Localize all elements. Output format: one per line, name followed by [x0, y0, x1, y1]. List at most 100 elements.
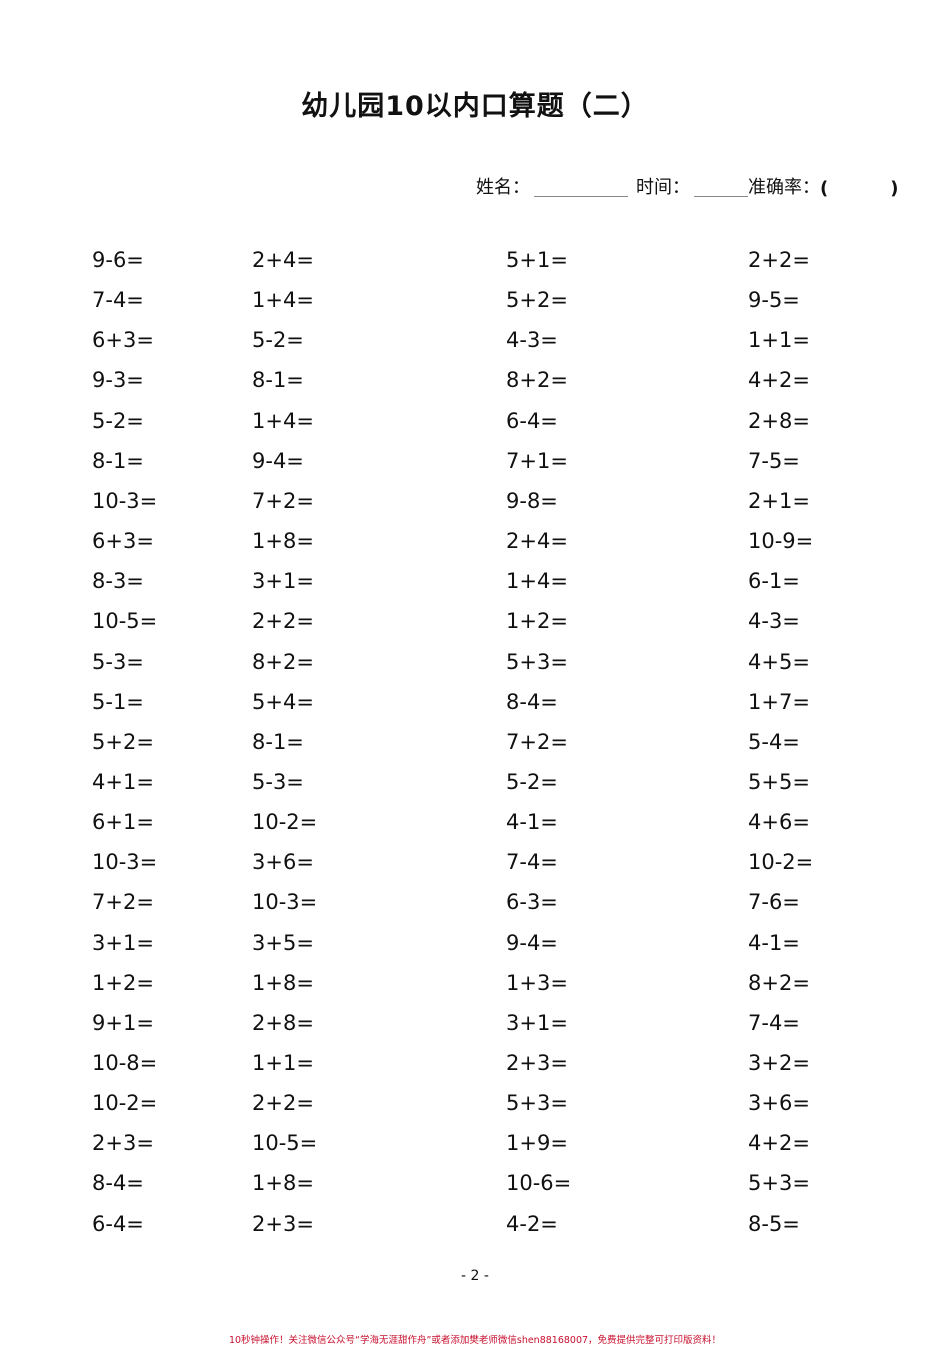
problem-row: 6+1= 10-2= 4-1= 4+6=	[0, 810, 950, 850]
problem: 5+2=	[92, 729, 154, 754]
problem-row: 5+2= 8-1= 7+2= 5-4=	[0, 730, 950, 770]
problem: 8-1=	[92, 448, 144, 473]
problem: 5-1=	[92, 689, 144, 714]
problem: 10-3=	[92, 488, 158, 513]
problem: 10-2=	[748, 850, 814, 875]
problem: 5-4=	[748, 729, 800, 754]
problem: 5-3=	[92, 649, 144, 674]
problem: 6-4=	[506, 408, 558, 433]
problem: 5+5=	[748, 769, 810, 794]
problem-row: 5-2= 1+4= 6-4= 2+8=	[0, 409, 950, 449]
problem-row: 5-1= 5+4= 8-4= 1+7=	[0, 690, 950, 730]
problem: 8-1=	[252, 729, 304, 754]
problem: 9-4=	[252, 448, 304, 473]
problem: 8+2=	[252, 649, 314, 674]
problem-row: 8-3= 3+1= 1+4= 6-1=	[0, 569, 950, 609]
problem-row: 8-4= 1+8= 10-6= 5+3=	[0, 1171, 950, 1211]
problem-row: 10-8= 1+1= 2+3= 3+2=	[0, 1051, 950, 1091]
problem: 1+1=	[748, 328, 810, 353]
problem: 3+1=	[506, 1010, 568, 1035]
problem: 4+2=	[748, 368, 810, 393]
problem-row: 7-4= 1+4= 5+2= 9-5=	[0, 288, 950, 328]
problem: 8-1=	[252, 368, 304, 393]
problem: 3+6=	[748, 1091, 810, 1116]
problem-row: 4+1= 5-3= 5-2= 5+5=	[0, 770, 950, 810]
problem: 10-8=	[92, 1051, 158, 1075]
problem: 7-4=	[506, 850, 558, 875]
problem: 3+1=	[252, 569, 314, 594]
name-label: 姓名：	[476, 177, 530, 198]
problem: 1+4=	[252, 288, 314, 313]
problem: 10-3=	[92, 850, 158, 875]
problem: 4-3=	[506, 328, 558, 353]
problem: 6-1=	[748, 569, 800, 594]
problem: 5-2=	[92, 408, 144, 433]
problem: 5+2=	[506, 288, 568, 313]
problem: 7-6=	[748, 890, 800, 915]
problem: 2+3=	[252, 1211, 314, 1236]
problem: 1+8=	[252, 529, 314, 554]
problem-row: 10-3= 3+6= 7-4= 10-2=	[0, 850, 950, 890]
problem: 4+6=	[748, 810, 810, 835]
problem: 4-1=	[748, 930, 800, 955]
problem: 1+4=	[252, 408, 314, 433]
problem: 1+4=	[506, 569, 568, 594]
problem: 10-2=	[252, 810, 318, 835]
problem: 9-6=	[92, 248, 144, 272]
problem-row: 10-2= 2+2= 5+3= 3+6=	[0, 1091, 950, 1131]
page-number: - 2 -	[461, 1268, 489, 1284]
problem: 2+3=	[506, 1051, 568, 1075]
time-label: 时间：	[636, 177, 690, 198]
problem: 5+3=	[506, 649, 568, 674]
problem: 1+2=	[92, 970, 154, 995]
problem-row: 6-4= 2+3= 4-2= 8-5=	[0, 1212, 950, 1252]
problem: 1+1=	[252, 1051, 314, 1075]
problem: 1+8=	[252, 970, 314, 995]
problem: 8+2=	[506, 368, 568, 393]
problem: 2+2=	[748, 248, 810, 272]
accuracy-paren-close: )	[890, 178, 899, 199]
problem: 2+8=	[252, 1010, 314, 1035]
problem-row: 2+3= 10-5= 1+9= 4+2=	[0, 1131, 950, 1171]
problem: 1+2=	[506, 609, 568, 634]
problem: 5+4=	[252, 689, 314, 714]
problem: 7-5=	[748, 448, 800, 473]
name-blank	[534, 178, 628, 197]
problem-row: 7+2= 10-3= 6-3= 7-6=	[0, 890, 950, 930]
problem: 2+4=	[252, 248, 314, 272]
problem: 9-5=	[748, 288, 800, 313]
problem: 5+3=	[748, 1171, 810, 1196]
problem: 8+2=	[748, 970, 810, 995]
problem: 6+3=	[92, 328, 154, 353]
problem: 7+2=	[252, 488, 314, 513]
problem: 1+9=	[506, 1131, 568, 1156]
problem: 5-2=	[506, 769, 558, 794]
problem: 8-5=	[748, 1211, 800, 1236]
problem: 4+1=	[92, 769, 154, 794]
problem-row: 9-6= 2+4= 5+1= 2+2=	[0, 248, 950, 288]
problem: 6-3=	[506, 890, 558, 915]
problem-row: 6+3= 1+8= 2+4= 10-9=	[0, 529, 950, 569]
footer-note: 10秒钟操作！关注微信公众号“学海无涯甜作舟”或者添加樊老师微信shen8816…	[228, 1335, 722, 1346]
problem: 3+2=	[748, 1051, 810, 1075]
problem: 1+7=	[748, 689, 810, 714]
problem: 10-2=	[92, 1091, 158, 1116]
problem-row: 9+1= 2+8= 3+1= 7-4=	[0, 1011, 950, 1051]
problem: 2+4=	[506, 529, 568, 554]
problem: 5-2=	[252, 328, 304, 353]
problem: 4-1=	[506, 810, 558, 835]
problem-row: 5-3= 8+2= 5+3= 4+5=	[0, 650, 950, 690]
problem: 2+1=	[748, 488, 810, 513]
problem: 3+1=	[92, 930, 154, 955]
problem-row: 3+1= 3+5= 9-4= 4-1=	[0, 931, 950, 971]
problem-row: 8-1= 9-4= 7+1= 7-5=	[0, 449, 950, 489]
problem: 5-3=	[252, 769, 304, 794]
problem: 10-5=	[252, 1131, 318, 1156]
problem: 2+8=	[748, 408, 810, 433]
problem: 7+1=	[506, 448, 568, 473]
problem: 6+3=	[92, 529, 154, 554]
problem: 7+2=	[92, 890, 154, 915]
problem: 6+1=	[92, 810, 154, 835]
problem: 10-3=	[252, 890, 318, 915]
accuracy-label: 准确率：	[748, 177, 820, 198]
